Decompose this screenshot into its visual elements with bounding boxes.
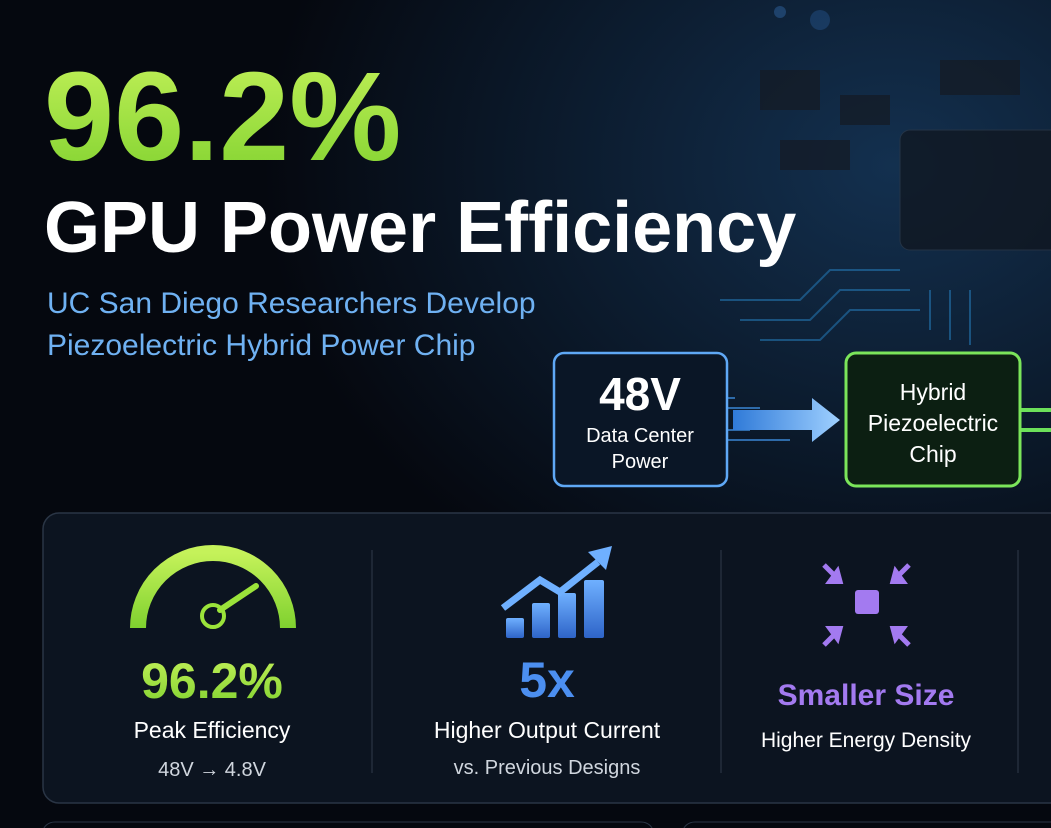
next-panel — [683, 821, 1051, 828]
stat-label: Higher Output Current — [434, 717, 661, 743]
source-value: 48V — [599, 368, 681, 420]
headline-stat: 96.2% — [44, 46, 401, 187]
subtitle: UC San Diego Researchers Develop — [47, 287, 536, 320]
gauge-icon — [130, 545, 296, 629]
headline-title: GPU Power Efficiency — [44, 188, 796, 268]
growth-icon — [500, 546, 612, 638]
subtitle: Piezoelectric Hybrid Power Chip — [47, 329, 476, 362]
stat-value: 96.2% — [141, 653, 283, 709]
next-panel — [43, 821, 653, 828]
source-box — [552, 351, 729, 488]
stat-value: 5x — [519, 652, 575, 708]
source-label: Data Center — [586, 425, 694, 447]
target-label: Piezoelectric — [868, 410, 998, 436]
flow-arrow — [733, 398, 840, 442]
target-label: Hybrid — [900, 379, 966, 405]
stat-detail: 48V → 4.8V — [158, 759, 267, 781]
stat-label: Higher Energy Density — [761, 729, 972, 752]
stats-panel — [42, 512, 1051, 804]
stat-label: Peak Efficiency — [134, 717, 291, 743]
shrink-icon — [822, 563, 911, 647]
circuit-decoration — [720, 6, 1051, 345]
target-label: Chip — [909, 441, 956, 467]
stat-detail: vs. Previous Designs — [454, 757, 641, 779]
source-label: Power — [612, 451, 669, 473]
target-box — [844, 351, 1022, 488]
stat-value: Smaller Size — [778, 679, 955, 712]
power-diagram: 48V Data Center Power Hybrid Piezoelectr… — [552, 351, 1051, 488]
